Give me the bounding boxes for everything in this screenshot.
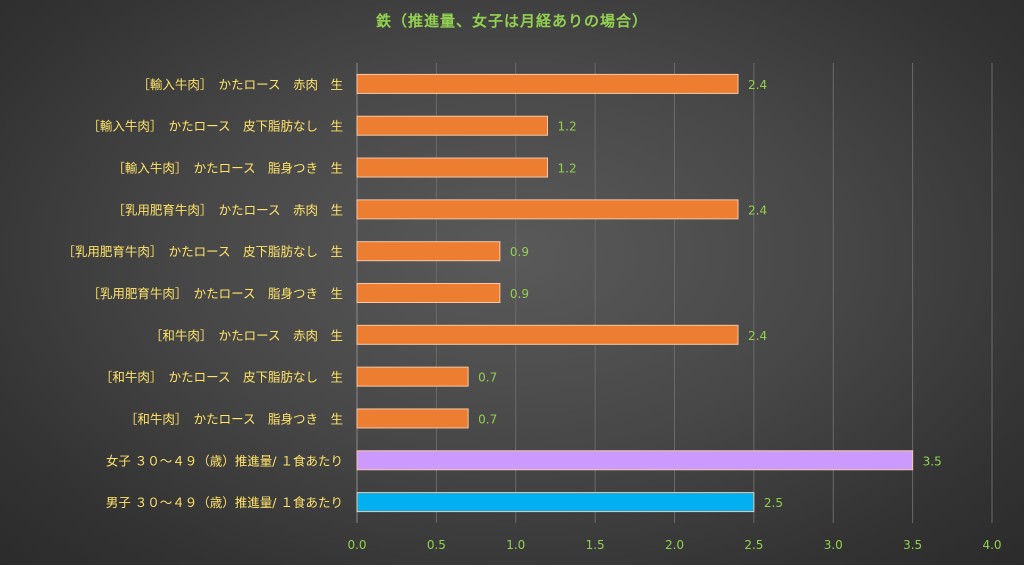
data-label: 2.5 [764, 496, 783, 510]
chart-title: 鉄（推進量、女子は月経ありの場合） [375, 12, 648, 30]
category-label: 男子 ３０～４９（歳）推進量/ １食あたり [106, 495, 343, 510]
bar [356, 157, 548, 178]
data-label: 0.9 [510, 287, 529, 301]
x-tick-label: 1.0 [506, 538, 525, 552]
data-label: 0.9 [510, 245, 529, 259]
x-tick-label: 0.5 [427, 538, 446, 552]
bar [356, 450, 914, 471]
data-label: 3.5 [923, 454, 942, 468]
bar [356, 408, 469, 429]
category-label: ［乳用肥育牛肉］ かたロース 赤肉 生 [112, 202, 343, 217]
data-label: 2.4 [748, 329, 767, 343]
bar [356, 492, 755, 513]
category-label: ［乳用肥育牛肉］ かたロース 脂身つき 生 [87, 286, 343, 301]
bar [356, 73, 739, 94]
x-tick-label: 4.0 [982, 538, 1001, 552]
x-tick-label: 0.0 [347, 538, 366, 552]
data-label: 0.7 [478, 412, 497, 426]
bar [356, 324, 739, 345]
data-label: 2.4 [748, 203, 767, 217]
category-label: ［乳用肥育牛肉］ かたロース 皮下脂肪なし 生 [62, 244, 343, 259]
bar [356, 241, 501, 262]
bar [356, 283, 501, 303]
category-label: ［和牛肉］ かたロース 皮下脂肪なし 生 [100, 370, 343, 385]
x-tick-label: 2.5 [744, 538, 763, 552]
data-label: 0.7 [478, 371, 497, 385]
x-tick-label: 2.0 [665, 538, 684, 552]
data-label: 1.2 [558, 120, 577, 134]
data-label: 2.4 [748, 78, 767, 92]
data-label: 1.2 [558, 162, 577, 176]
category-label: ［和牛肉］ かたロース 赤肉 生 [150, 328, 343, 343]
category-label: ［輸入牛肉］ かたロース 赤肉 生 [137, 77, 343, 92]
category-label: ［和牛肉］ かたロース 脂身つき 生 [125, 411, 343, 426]
x-tick-label: 3.5 [903, 538, 922, 552]
bar [356, 366, 469, 387]
category-label: ［輸入牛肉］ かたロース 皮下脂肪なし 生 [87, 119, 343, 134]
bar [356, 115, 548, 136]
x-tick-label: 1.5 [586, 538, 605, 552]
bar [356, 199, 739, 220]
category-label: ［輸入牛肉］ かたロース 脂身つき 生 [112, 161, 343, 176]
x-tick-label: 3.0 [824, 538, 843, 552]
category-label: 女子 ３０～４９（歳）推進量/ １食あたり [106, 453, 343, 468]
